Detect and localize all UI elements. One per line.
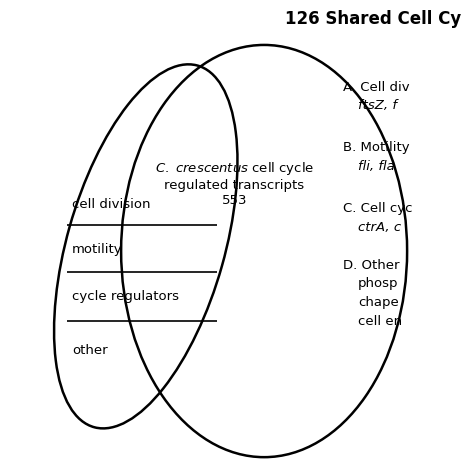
Text: cycle regulators: cycle regulators bbox=[72, 291, 179, 303]
Text: ftsZ, f: ftsZ, f bbox=[358, 100, 397, 112]
Text: other: other bbox=[72, 344, 108, 357]
Text: A. Cell div: A. Cell div bbox=[343, 81, 410, 93]
Text: cell division: cell division bbox=[72, 198, 150, 211]
Text: fli, fla: fli, fla bbox=[358, 160, 394, 173]
Text: B. Motility: B. Motility bbox=[343, 142, 410, 155]
Text: 126 Shared Cell Cy: 126 Shared Cell Cy bbox=[285, 10, 461, 28]
Text: D. Other: D. Other bbox=[343, 259, 400, 272]
Text: chape: chape bbox=[358, 296, 399, 309]
Text: phosp: phosp bbox=[358, 277, 398, 291]
Text: ctrA, c: ctrA, c bbox=[358, 221, 401, 234]
Text: motility: motility bbox=[72, 243, 122, 256]
Text: $\it{C.}$ $\it{crescentus}$ cell cycle
regulated transcripts
553: $\it{C.}$ $\it{crescentus}$ cell cycle r… bbox=[155, 160, 314, 207]
Text: C. Cell cyc: C. Cell cyc bbox=[343, 202, 412, 215]
Text: cell en: cell en bbox=[358, 315, 402, 328]
